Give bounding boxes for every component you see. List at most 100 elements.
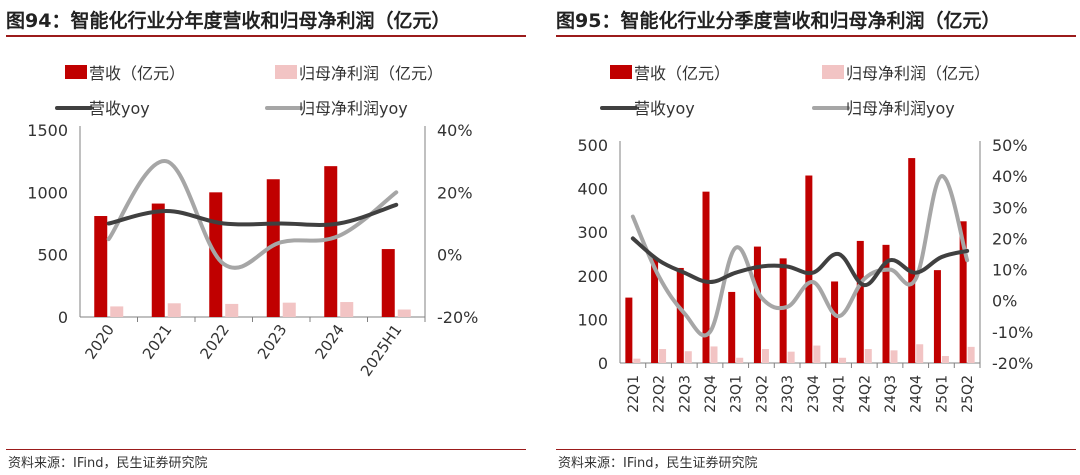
revenue-bar xyxy=(151,203,165,317)
title-divider xyxy=(6,35,526,37)
x-tick-label: 24Q3 xyxy=(883,375,899,413)
legend-label: 营收（亿元） xyxy=(634,64,730,83)
y-left-tick-label: 0 xyxy=(58,308,68,327)
y-left-tick-label: 1000 xyxy=(27,183,68,202)
revenue-bar xyxy=(856,240,864,363)
revenue-bar xyxy=(779,258,787,363)
y-left-tick-label: 100 xyxy=(577,310,608,329)
revenue-bar xyxy=(933,270,941,363)
revenue-bar xyxy=(959,221,967,363)
legend-label: 营收yoy xyxy=(634,99,695,118)
legend-swatch xyxy=(275,65,297,79)
y-right-tick-label: -20% xyxy=(437,308,478,327)
legend-label: 归母净利润yoy xyxy=(846,99,955,118)
x-tick-label: 25Q1 xyxy=(934,375,950,413)
y-right-tick-label: -10% xyxy=(992,323,1033,342)
profit-bar xyxy=(736,357,744,363)
revenue-bar xyxy=(805,175,813,363)
revenue-bar xyxy=(908,158,916,363)
x-tick-label: 22Q2 xyxy=(652,375,668,413)
profit-bar xyxy=(787,351,795,363)
profit-bar xyxy=(110,306,124,317)
legend-label: 归母净利润（亿元） xyxy=(846,64,990,83)
legend-label: 营收yoy xyxy=(89,99,150,118)
revenue-bar xyxy=(676,267,684,363)
revenue-bar xyxy=(702,191,710,363)
source-note: 资料来源：IFind，民生证券研究院 xyxy=(8,456,208,471)
x-tick-label: 23Q4 xyxy=(806,375,822,413)
profit-bar xyxy=(633,358,641,363)
y-left-tick-label: 300 xyxy=(577,223,608,242)
legend-label: 归母净利润（亿元） xyxy=(299,64,443,83)
revenue-yoy-line xyxy=(106,202,399,227)
x-tick-label: 24Q4 xyxy=(909,375,925,413)
revenue-bar xyxy=(753,246,761,363)
footer-divider xyxy=(556,449,1076,450)
revenue-yoy-line xyxy=(630,236,970,288)
y-left-tick-label: 0 xyxy=(598,354,608,373)
y-right-tick-label: 0% xyxy=(437,246,462,265)
legend-swatch xyxy=(65,65,87,79)
y-right-tick-label: 40% xyxy=(992,167,1028,186)
profit-bar xyxy=(761,349,769,363)
y-right-tick-label: 50% xyxy=(992,136,1028,155)
legend-swatch xyxy=(822,65,844,79)
profit-bar xyxy=(864,349,872,363)
y-right-tick-label: 20% xyxy=(437,183,473,202)
profit-bar xyxy=(659,349,667,363)
profit-bar xyxy=(813,345,821,363)
profit-bar xyxy=(890,350,898,363)
profit-bar xyxy=(839,357,847,363)
y-left-tick-label: 500 xyxy=(37,246,68,265)
y-right-tick-label: 10% xyxy=(992,261,1028,280)
profit-bar xyxy=(282,302,296,317)
x-tick-label: 22Q3 xyxy=(677,375,693,413)
x-tick-label: 2025H1 xyxy=(357,321,406,380)
profit-bar xyxy=(916,344,924,363)
legend-label: 营收（亿元） xyxy=(89,64,185,83)
source-note: 资料来源：IFind，民生证券研究院 xyxy=(558,456,758,471)
x-tick-label: 2021 xyxy=(139,321,176,363)
x-tick-label: 23Q1 xyxy=(729,375,745,413)
x-tick-label: 22Q1 xyxy=(626,375,642,413)
chart-panel-fig95: 图95：智能化行业分季度营收和归母净利润（亿元） 营收（亿元） 归母净利润（亿元）… xyxy=(550,0,1080,475)
legend-swatch xyxy=(610,65,632,79)
revenue-bar xyxy=(625,297,633,363)
revenue-bar xyxy=(324,166,338,317)
profit-bar xyxy=(340,302,354,317)
y-left-tick-label: 1500 xyxy=(27,121,68,140)
profit-bar xyxy=(397,309,411,317)
x-tick-label: 2023 xyxy=(254,321,291,363)
y-right-tick-label: -20% xyxy=(992,354,1033,373)
chart-fig94: 营收（亿元） 归母净利润（亿元） 营收yoy 归母净利润yoy 0 500 1000 1500… xyxy=(27,64,478,380)
y-right-tick-label: 0% xyxy=(992,292,1017,311)
y-left-tick-label: 400 xyxy=(577,180,608,199)
x-tick-label: 25Q2 xyxy=(960,375,976,413)
revenue-bar xyxy=(831,281,839,363)
x-tick-label: 24Q2 xyxy=(857,375,873,413)
title-divider xyxy=(556,35,1076,37)
chart-panel-fig94: 图94：智能化行业分年度营收和归母净利润（亿元） 营收（亿元） 归母净利润（亿元）… xyxy=(0,0,530,475)
x-tick-label: 22Q4 xyxy=(703,375,719,413)
y-left-tick-label: 500 xyxy=(577,136,608,155)
x-tick-label: 2020 xyxy=(81,321,118,363)
revenue-bar xyxy=(381,249,395,317)
footer-divider xyxy=(6,449,526,450)
x-tick-label: 23Q3 xyxy=(780,375,796,413)
x-tick-label: 2022 xyxy=(196,321,233,363)
revenue-bar xyxy=(651,258,659,363)
revenue-bar xyxy=(94,216,108,317)
revenue-bar xyxy=(728,291,736,363)
profit-yoy-line xyxy=(630,174,970,338)
revenue-bar xyxy=(882,244,890,363)
y-left-tick-label: 200 xyxy=(577,267,608,286)
profit-bar xyxy=(225,303,239,317)
profit-bar xyxy=(710,346,718,363)
chart-fig95: 营收（亿元） 归母净利润（亿元） 营收yoy 归母净利润yoy 0 100 200 300 40… xyxy=(577,64,1033,413)
profit-bar xyxy=(684,351,692,363)
profit-yoy-line xyxy=(106,159,399,270)
legend-label: 归母净利润yoy xyxy=(299,99,408,118)
chart-title: 图95：智能化行业分季度营收和归母净利润（亿元） xyxy=(556,10,1001,32)
y-right-tick-label: 40% xyxy=(437,121,473,140)
x-tick-label: 2024 xyxy=(311,321,348,363)
